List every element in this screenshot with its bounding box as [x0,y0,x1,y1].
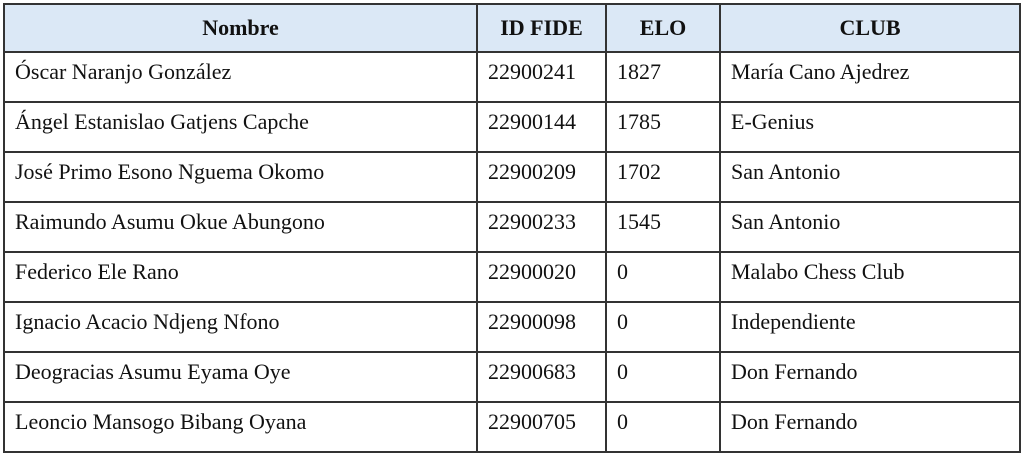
cell-id-fide: 22900098 [476,301,607,353]
players-table: Nombre ID FIDE ELO CLUB Óscar Naranjo Go… [3,3,1021,453]
cell-club: María Cano Ajedrez [719,51,1021,103]
cell-club: San Antonio [719,201,1021,253]
cell-club: E-Genius [719,101,1021,153]
table-row: Ángel Estanislao Gatjens Capche 22900144 1… [3,101,1021,153]
cell-id-fide: 22900241 [476,51,607,103]
cell-elo: 1827 [605,51,721,103]
cell-elo: 1545 [605,201,721,253]
cell-id-fide: 22900683 [476,351,607,403]
table-row: José Primo Esono Nguema Okomo 22900209 170… [3,151,1021,203]
header-elo: ELO [605,3,721,53]
cell-id-fide: 22900233 [476,201,607,253]
header-row: Nombre ID FIDE ELO CLUB [3,3,1021,53]
cell-elo: 1785 [605,101,721,153]
cell-nombre: Ángel Estanislao Gatjens Capche [3,101,478,153]
cell-nombre: Ignacio Acacio Ndjeng Nfono [3,301,478,353]
cell-elo: 1702 [605,151,721,203]
cell-elo: 0 [605,301,721,353]
cell-id-fide: 22900209 [476,151,607,203]
cell-nombre: Deogracias Asumu Eyama Oye [3,351,478,403]
cell-nombre: Raimundo Asumu Okue Abungono [3,201,478,253]
cell-club: Malabo Chess Club [719,251,1021,303]
cell-id-fide: 22900705 [476,401,607,453]
cell-club: San Antonio [719,151,1021,203]
cell-elo: 0 [605,251,721,303]
table-row: Óscar Naranjo González 22900241 1827 María … [3,51,1021,103]
table-row: Leoncio Mansogo Bibang Oyana 22900705 0 Don… [3,401,1021,453]
header-club: CLUB [719,3,1021,53]
cell-club: Don Fernando [719,351,1021,403]
cell-elo: 0 [605,351,721,403]
table-row: Deogracias Asumu Eyama Oye 22900683 0 Don F… [3,351,1021,403]
cell-club: Don Fernando [719,401,1021,453]
header-id-fide: ID FIDE [476,3,607,53]
cell-id-fide: 22900020 [476,251,607,303]
table-row: Federico Ele Rano 22900020 0 Malabo Chess C… [3,251,1021,303]
cell-nombre: José Primo Esono Nguema Okomo [3,151,478,203]
cell-nombre: Federico Ele Rano [3,251,478,303]
cell-nombre: Leoncio Mansogo Bibang Oyana [3,401,478,453]
cell-id-fide: 22900144 [476,101,607,153]
header-nombre: Nombre [3,3,478,53]
cell-nombre: Óscar Naranjo González [3,51,478,103]
table-row: Raimundo Asumu Okue Abungono 22900233 1545… [3,201,1021,253]
table-row: Ignacio Acacio Ndjeng Nfono 22900098 0 Inde… [3,301,1021,353]
cell-club: Independiente [719,301,1021,353]
cell-elo: 0 [605,401,721,453]
